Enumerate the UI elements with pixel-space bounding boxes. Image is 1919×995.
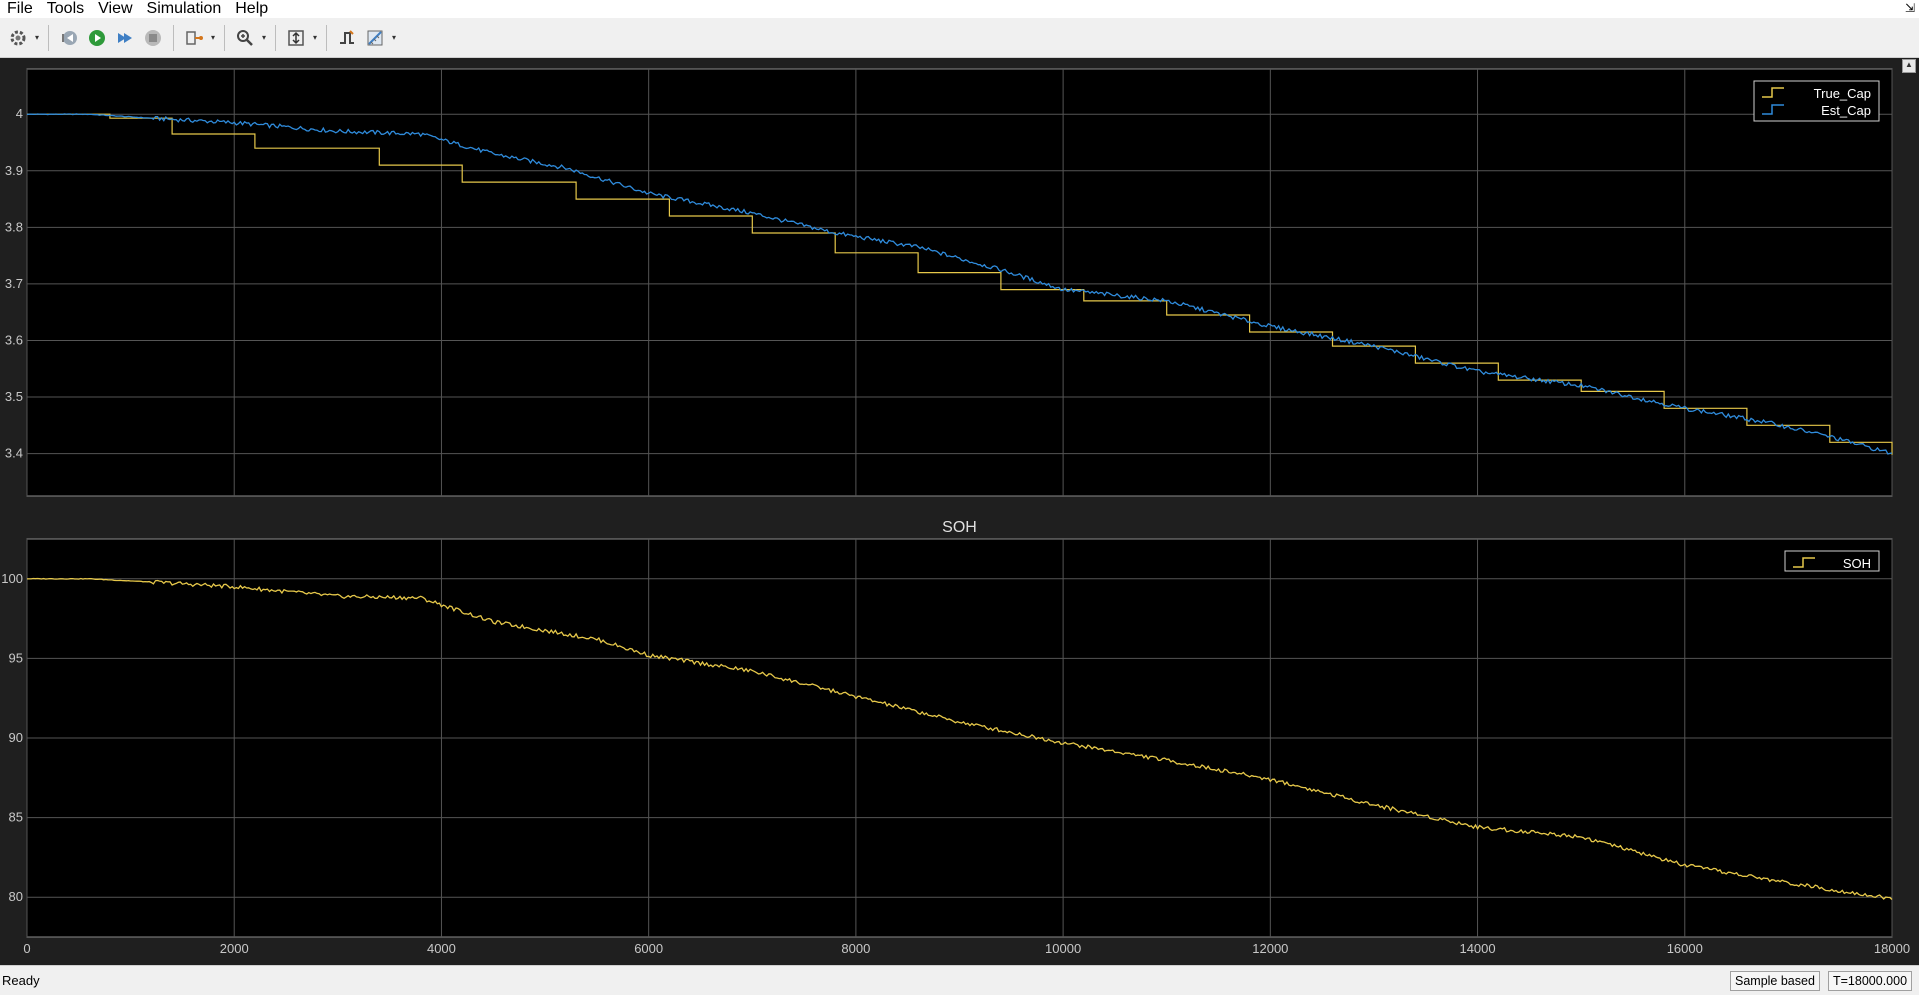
scope-plots: 3.4 3.5 3.6 3.7 3.8 3.9 4 True_Cap Est_Cap 80 85 90… (1, 68, 1910, 956)
signal-config-icon[interactable] (182, 26, 206, 50)
legend-label: Est_Cap (1821, 103, 1871, 118)
y-tick-label: 3.7 (5, 276, 23, 291)
y-tick-label: 3.5 (5, 389, 23, 404)
pin-icon[interactable]: ⇲ (1904, 1, 1915, 15)
toolbar-separator (275, 24, 276, 51)
sample-mode-indicator: Sample based (1730, 971, 1820, 991)
settings-dropdown-icon[interactable]: ▾ (34, 33, 39, 42)
series-line-soh (27, 577, 1893, 900)
x-tick-label: 0 (23, 941, 30, 956)
signal-config-dropdown-icon[interactable]: ▾ (210, 33, 215, 42)
x-tick-label: 10000 (1045, 941, 1081, 956)
menu-file[interactable]: File (7, 0, 33, 17)
legend-box (1784, 550, 1880, 572)
menu-simulation[interactable]: Simulation (146, 0, 222, 17)
toolbar-separator (224, 24, 225, 51)
step-forward-icon[interactable] (113, 26, 137, 50)
x-tick-label: 4000 (427, 941, 456, 956)
legend-swatch-icon (1762, 87, 1784, 98)
legend-swatch-icon (1762, 104, 1784, 115)
series-line-true-cap (27, 113, 1893, 455)
scale-axes-icon[interactable] (284, 26, 308, 50)
undock-icon[interactable]: ▲ (1902, 59, 1916, 73)
y-tick-label: 85 (9, 810, 23, 825)
x-tick-label: 2000 (220, 941, 249, 956)
legend: SOH (1784, 550, 1880, 572)
y-tick-label: 3.8 (5, 219, 23, 234)
zoom-icon[interactable] (233, 26, 257, 50)
legend: True_Cap Est_Cap (1753, 80, 1880, 122)
zoom-dropdown-icon[interactable]: ▾ (261, 33, 266, 42)
legend-swatch-icon (1793, 557, 1815, 568)
y-tick-label: 4 (16, 106, 23, 121)
y-tick-label: 95 (9, 650, 23, 665)
x-tick-label: 6000 (634, 941, 663, 956)
x-tick-label: 16000 (1667, 941, 1703, 956)
y-tick-label: 100 (1, 571, 23, 586)
plot-2: 80 85 90 95 100 0 2000 4000 6000 8000 10000 12000 14… (1, 519, 1910, 956)
toolbar-separator (48, 24, 49, 51)
triggers-icon[interactable] (335, 26, 359, 50)
legend-label: True_Cap (1814, 86, 1871, 101)
stop-icon[interactable] (141, 26, 165, 50)
step-back-icon[interactable] (57, 26, 81, 50)
status-text: Ready (2, 973, 40, 988)
x-tick-label: 12000 (1252, 941, 1288, 956)
measurements-icon[interactable] (363, 26, 387, 50)
y-tick-label: 3.4 (5, 446, 23, 461)
toolbar: ▾ ▾ ▾ ▾ ▾ (0, 18, 1919, 58)
y-tick-label: 3.6 (5, 332, 23, 347)
plot-1: 3.4 3.5 3.6 3.7 3.8 3.9 4 True_Cap Est_Cap (5, 68, 1893, 497)
y-tick-label: 80 (9, 889, 23, 904)
plot-area (26, 68, 1893, 497)
scope-display: 3.4 3.5 3.6 3.7 3.8 3.9 4 True_Cap Est_Cap 80 85 90… (0, 59, 1919, 965)
run-icon[interactable] (85, 26, 109, 50)
y-tick-label: 3.9 (5, 163, 23, 178)
menu-tools[interactable]: Tools (46, 0, 85, 17)
sim-time-indicator: T=18000.000 (1828, 971, 1913, 991)
legend-label: SOH (1843, 556, 1871, 571)
x-tick-label: 18000 (1874, 941, 1910, 956)
settings-icon[interactable] (6, 26, 30, 50)
scale-axes-dropdown-icon[interactable]: ▾ (312, 33, 317, 42)
x-tick-label: 14000 (1459, 941, 1495, 956)
measurements-dropdown-icon[interactable]: ▾ (391, 33, 396, 42)
menu-help[interactable]: Help (235, 0, 269, 17)
x-tick-label: 8000 (841, 941, 870, 956)
menu-bar: File Tools View Simulation Help ⇲ (0, 0, 1919, 18)
series-line-est-cap (26, 113, 1893, 455)
menu-view[interactable]: View (98, 0, 133, 17)
status-bar: Ready Sample based T=18000.000 (0, 965, 1919, 995)
y-tick-label: 90 (9, 730, 23, 745)
toolbar-separator (173, 24, 174, 51)
toolbar-separator (326, 24, 327, 51)
plot-title: SOH (942, 519, 977, 536)
